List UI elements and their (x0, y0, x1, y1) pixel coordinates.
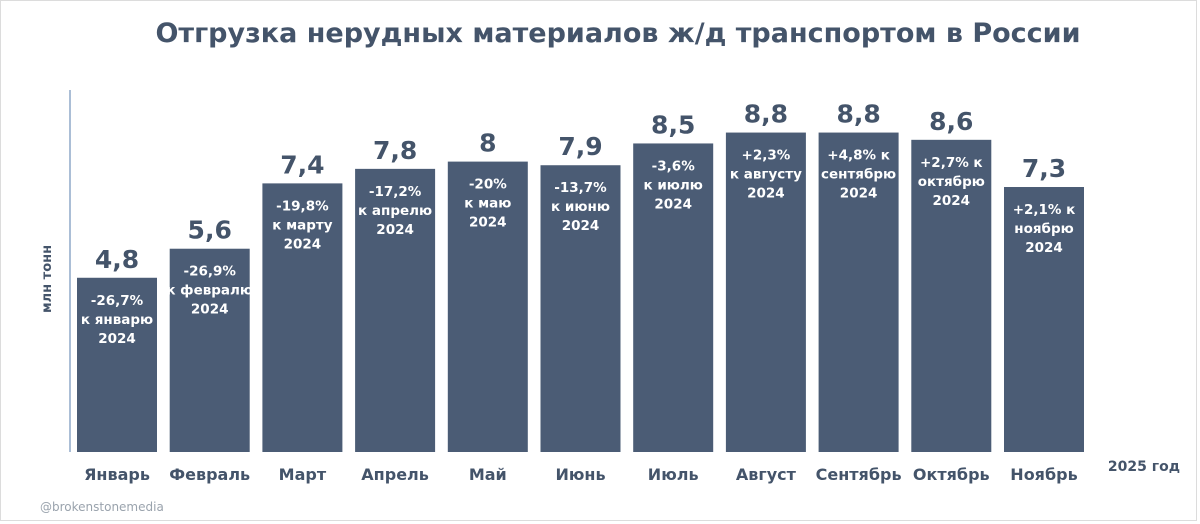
x-tick-label: Июль (648, 465, 699, 484)
bar-annotation: 2024 (1025, 240, 1063, 256)
bar (633, 143, 714, 452)
data-label: 7,8 (373, 136, 417, 165)
bar-annotation: 2024 (469, 215, 507, 231)
x-tick-label: Октябрь (913, 465, 990, 484)
bar (355, 168, 436, 453)
bar-annotation: +4,8% к (827, 148, 890, 164)
data-label: 8,8 (836, 100, 880, 129)
bar-annotation: -26,7% (91, 293, 144, 309)
bar (447, 161, 528, 452)
bar-annotation: к июлю (643, 177, 702, 193)
bar-annotation: -19,8% (276, 198, 329, 214)
bar (77, 277, 157, 452)
bar-annotation: 2024 (98, 331, 136, 347)
data-label: 4,8 (95, 245, 139, 274)
bar-annotation: +2,7% к (920, 155, 983, 171)
x-tick-label: Сентябрь (816, 465, 902, 484)
bar-annotation: 2024 (747, 186, 785, 202)
bar-annotation: 2024 (562, 218, 600, 234)
bar-annotation: 2024 (376, 222, 414, 238)
bar-annotation: 2024 (840, 186, 878, 202)
x-tick-label: Март (279, 465, 327, 484)
bar-annotation: -17,2% (369, 184, 422, 200)
data-label: 7,3 (1022, 154, 1066, 183)
bar (725, 132, 806, 452)
x-tick-label: Ноябрь (1010, 465, 1077, 484)
data-label: 8,6 (929, 107, 973, 136)
data-label: 8,5 (651, 110, 695, 139)
data-label: 7,4 (280, 150, 324, 179)
bar-annotation: -13,7% (554, 180, 607, 196)
bar-annotation: -20% (469, 177, 507, 193)
bar-annotation: к маю (464, 196, 511, 212)
bar-annotation: октябрю (918, 174, 985, 190)
x-tick-label: Май (469, 465, 507, 484)
bar-annotation: к апрелю (358, 203, 432, 219)
data-label: 5,6 (188, 216, 232, 245)
bar (818, 132, 899, 452)
bar-annotation: 2024 (284, 236, 322, 252)
bar-annotation: к марту (272, 217, 332, 233)
bar-annotation: сентябрю (821, 167, 896, 183)
x-tick-label: Июнь (555, 465, 605, 484)
data-label: 7,9 (558, 132, 602, 161)
data-label: 8 (479, 129, 496, 158)
data-label: 8,8 (744, 100, 788, 129)
bar (911, 139, 992, 452)
bar-annotation: к февралю (166, 283, 253, 299)
x-tick-label: Апрель (361, 465, 429, 484)
x-tick-label: Февраль (169, 465, 250, 484)
credit-handle: @brokenstonemedia (40, 500, 164, 514)
bar-annotation: к июню (551, 199, 610, 215)
bar (262, 183, 343, 452)
bar (1004, 187, 1084, 452)
bar-annotation: 2024 (933, 193, 971, 209)
bar-annotation: к январю (81, 312, 153, 328)
bar-annotation: 2024 (191, 302, 229, 318)
bar-annotation: +2,1% к (1013, 202, 1076, 218)
bar (169, 248, 250, 452)
bar-annotation: 2024 (654, 196, 692, 212)
bar-annotation: -26,9% (183, 264, 236, 280)
bar-annotation: к августу (730, 167, 802, 183)
x-axis-label: 2025 год (1107, 459, 1180, 475)
x-tick-label: Январь (84, 465, 150, 484)
bar-annotation: +2,3% (742, 148, 791, 164)
chart-title: Отгрузка нерудных материалов ж/д транспо… (155, 18, 1081, 49)
bar (540, 165, 621, 453)
bar-annotation: -3,6% (652, 158, 696, 174)
x-tick-label: Август (736, 465, 797, 484)
bar-annotation: ноябрю (1014, 221, 1073, 237)
